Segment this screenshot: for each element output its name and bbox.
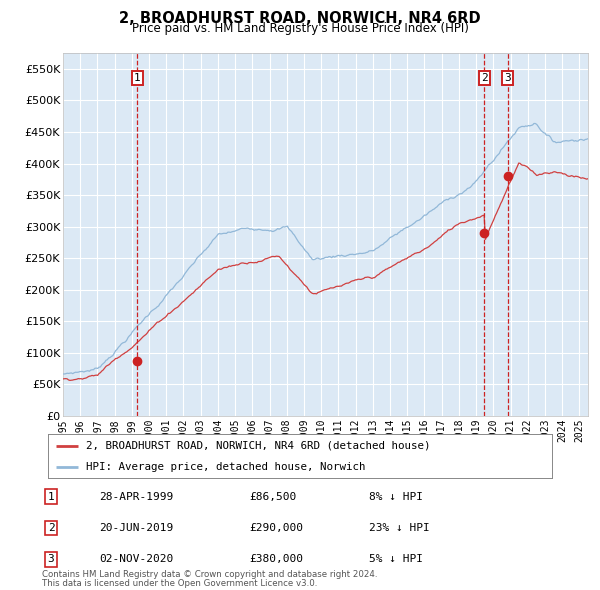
Text: HPI: Average price, detached house, Norwich: HPI: Average price, detached house, Norw…: [86, 462, 365, 472]
Text: 28-APR-1999: 28-APR-1999: [99, 492, 173, 502]
Text: 5% ↓ HPI: 5% ↓ HPI: [369, 555, 423, 564]
Text: 3: 3: [505, 73, 511, 83]
Text: This data is licensed under the Open Government Licence v3.0.: This data is licensed under the Open Gov…: [42, 579, 317, 588]
Text: 1: 1: [47, 492, 55, 502]
Text: 02-NOV-2020: 02-NOV-2020: [99, 555, 173, 564]
Text: £290,000: £290,000: [249, 523, 303, 533]
Text: 1: 1: [134, 73, 141, 83]
Text: Price paid vs. HM Land Registry's House Price Index (HPI): Price paid vs. HM Land Registry's House …: [131, 22, 469, 35]
Text: 23% ↓ HPI: 23% ↓ HPI: [369, 523, 430, 533]
Text: 2, BROADHURST ROAD, NORWICH, NR4 6RD (detached house): 2, BROADHURST ROAD, NORWICH, NR4 6RD (de…: [86, 441, 430, 451]
Text: 2, BROADHURST ROAD, NORWICH, NR4 6RD: 2, BROADHURST ROAD, NORWICH, NR4 6RD: [119, 11, 481, 25]
Text: 3: 3: [47, 555, 55, 564]
Text: 20-JUN-2019: 20-JUN-2019: [99, 523, 173, 533]
Text: £380,000: £380,000: [249, 555, 303, 564]
Text: 8% ↓ HPI: 8% ↓ HPI: [369, 492, 423, 502]
Text: Contains HM Land Registry data © Crown copyright and database right 2024.: Contains HM Land Registry data © Crown c…: [42, 571, 377, 579]
Text: 2: 2: [481, 73, 488, 83]
Text: 2: 2: [47, 523, 55, 533]
Text: £86,500: £86,500: [249, 492, 296, 502]
